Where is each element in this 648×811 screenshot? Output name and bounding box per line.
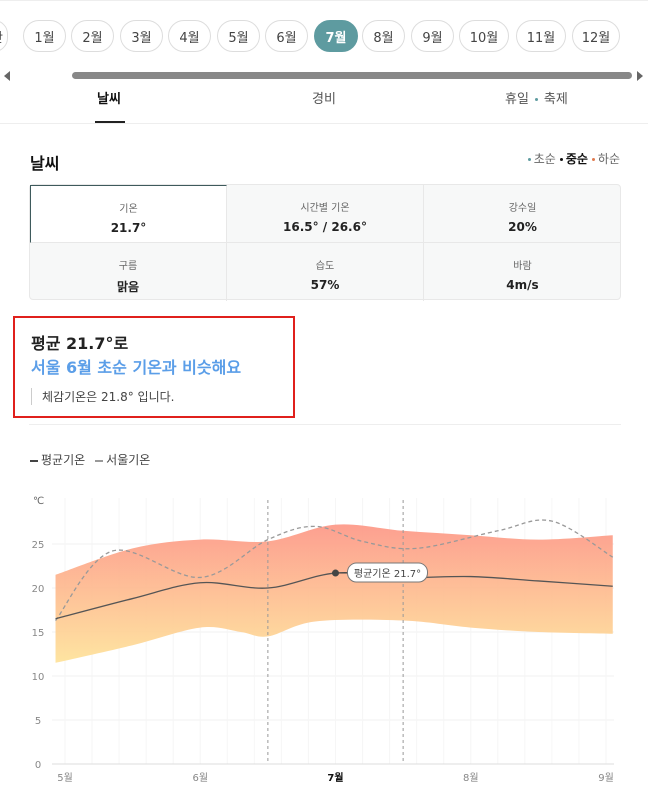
- period-label: 하순: [597, 152, 620, 166]
- stat-label: 시간별 기온: [300, 203, 350, 214]
- stat-value: 57%: [310, 278, 340, 292]
- seoul-temperature-line: [55, 519, 614, 621]
- stat-cell: 바람 4m/s: [424, 243, 621, 301]
- stat-value: 20%: [508, 220, 537, 234]
- scroll-thumb[interactable]: [72, 72, 632, 79]
- period-option[interactable]: 초순: [527, 152, 556, 166]
- divider: [29, 424, 621, 425]
- summary-comparison: 서울 6월 초순 기온과 비슷해요: [31, 358, 242, 377]
- stat-label: 기온: [119, 204, 138, 215]
- x-tick-label: 7월: [327, 772, 343, 784]
- period-label: 중순: [565, 152, 588, 166]
- stat-value: 4m/s: [506, 278, 539, 292]
- tab-cost[interactable]: 경비: [312, 92, 336, 107]
- month-pill[interactable]: 2월: [71, 20, 114, 52]
- bullet-icon: [591, 158, 595, 161]
- stat-value: 21.7°: [110, 221, 147, 235]
- annotation-label: 평균기온 21.7°: [354, 568, 421, 580]
- stat-cell: 습도 57%: [227, 243, 424, 301]
- chart-legend: 평균기온 서울기온: [30, 451, 150, 468]
- month-pill[interactable]: 5월: [217, 20, 260, 52]
- month-pill[interactable]: 간: [0, 20, 8, 52]
- month-pill[interactable]: 3월: [120, 20, 163, 52]
- period-option[interactable]: 하순: [591, 152, 620, 166]
- y-tick-label: 10: [32, 672, 45, 683]
- summary-feels-like: 체감기온은 21.8° 입니다.: [31, 388, 174, 405]
- y-tick-label: 20: [32, 584, 45, 595]
- tab-festival-label: 축제: [543, 92, 568, 107]
- month-pill[interactable]: 12월: [572, 20, 620, 52]
- stat-cell: 강수일 20%: [424, 185, 621, 243]
- temperature-chart: ℃ 0 5 10 15 20 25 평균기온 21.7° 5월 6월 7월 8월 9월: [32, 496, 614, 784]
- period-selector: 초순 중순 하순: [524, 150, 620, 167]
- tab-active-indicator: [95, 121, 125, 123]
- legend-seoul-swatch: [95, 459, 104, 462]
- y-tick-label: 15: [32, 628, 45, 639]
- separator-dot: [534, 98, 538, 101]
- month-pill[interactable]: 4월: [168, 20, 211, 52]
- month-pill[interactable]: 9월: [411, 20, 454, 52]
- tab-holiday-festival[interactable]: 휴일 축제: [505, 88, 568, 107]
- temperature-range-band: [55, 524, 613, 663]
- x-tick-label: 5월: [57, 772, 73, 784]
- month-pill[interactable]: 6월: [265, 20, 308, 52]
- month-pill[interactable]: 7월: [314, 20, 358, 52]
- x-tick-label: 9월: [598, 772, 614, 784]
- legend-avg-label: 평균기온: [41, 453, 86, 467]
- weather-summary-box: 평균 21.7°로 서울 6월 초순 기온과 비슷해요 체감기온은 21.8° …: [13, 316, 295, 418]
- legend-seoul-label: 서울기온: [106, 453, 151, 467]
- horizontal-scrollbar[interactable]: [0, 68, 648, 84]
- tab-bar: 날씨 경비 휴일 축제: [0, 84, 648, 124]
- scroll-right-icon[interactable]: [637, 71, 643, 81]
- section-title: 날씨: [30, 154, 60, 173]
- period-option[interactable]: 중순: [559, 152, 588, 166]
- y-unit-label: ℃: [33, 496, 44, 507]
- month-pill[interactable]: 10월: [459, 20, 509, 52]
- y-tick-label: 25: [32, 540, 45, 551]
- x-tick-label: 8월: [463, 772, 479, 784]
- month-pill[interactable]: 1월: [23, 20, 66, 52]
- legend-avg-swatch: [30, 459, 38, 462]
- month-pill[interactable]: 8월: [362, 20, 405, 52]
- stat-value: 16.5° / 26.6°: [283, 220, 367, 234]
- stat-cell: 시간별 기온 16.5° / 26.6°: [227, 185, 424, 243]
- period-label: 초순: [533, 152, 556, 166]
- stat-label: 강수일: [508, 203, 537, 214]
- summary-headline: 평균 21.7°로: [31, 334, 129, 353]
- tab-weather[interactable]: 날씨: [97, 92, 121, 107]
- scroll-left-icon[interactable]: [4, 71, 10, 81]
- x-tick-label: 6월: [192, 772, 208, 784]
- month-pill[interactable]: 11월: [516, 20, 566, 52]
- y-tick-label: 5: [35, 716, 41, 727]
- stat-value: 맑음: [116, 280, 140, 294]
- stat-label: 구름: [118, 261, 138, 272]
- stat-label: 바람: [513, 261, 532, 272]
- stat-label: 습도: [315, 261, 335, 272]
- annotation-bubble: [347, 562, 428, 583]
- y-tick-label: 0: [35, 760, 41, 771]
- stat-cell: 기온 21.7°: [30, 185, 227, 243]
- bullet-icon: [527, 158, 531, 161]
- bullet-icon: [559, 158, 563, 161]
- tab-holiday-label: 휴일: [505, 92, 529, 107]
